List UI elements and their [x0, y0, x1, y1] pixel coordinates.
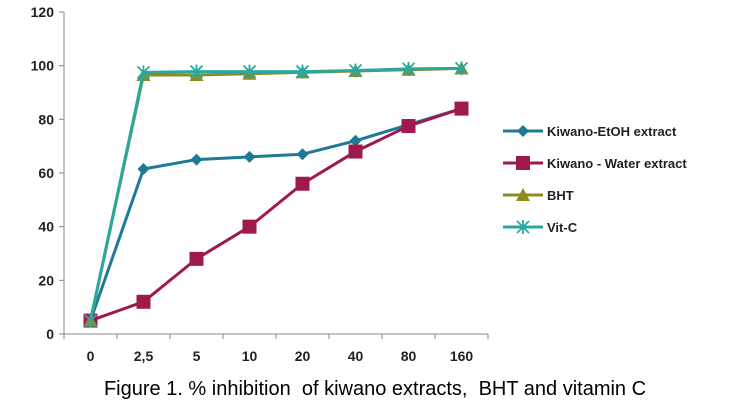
series-line	[89, 66, 462, 321]
data-point	[189, 64, 204, 79]
legend-label: Vit-C	[547, 220, 578, 235]
legend-label: BHT	[547, 188, 574, 203]
legend-marker	[516, 220, 530, 234]
x-tick-label: 2,5	[134, 348, 154, 364]
data-point	[454, 61, 469, 76]
x-tick-label: 20	[295, 348, 311, 364]
legend-item-1: Kiwano-EtOH extract	[503, 124, 677, 139]
data-point	[348, 63, 363, 78]
series-group	[83, 61, 469, 328]
y-tick-label: 100	[31, 58, 55, 74]
y-tick-label: 40	[38, 219, 54, 235]
series-1	[84, 102, 468, 327]
data-point	[296, 148, 309, 161]
series-4	[83, 61, 469, 328]
x-tick-label: 5	[193, 348, 201, 364]
x-tick-label: 40	[348, 348, 364, 364]
legend-item-4: Vit-C	[503, 220, 578, 235]
data-point	[295, 64, 310, 79]
data-point	[295, 176, 310, 191]
data-point	[242, 219, 257, 234]
data-point	[83, 313, 98, 328]
figure-caption: Figure 1. % inhibition of kiwano extract…	[103, 378, 647, 400]
data-point	[190, 153, 203, 166]
x-tick-label: 0	[87, 348, 95, 364]
data-point	[348, 144, 363, 159]
x-tick-label: 160	[450, 348, 474, 364]
data-point	[136, 65, 151, 80]
data-point	[189, 251, 204, 266]
y-tick-label: 80	[38, 111, 54, 127]
legend-label: Kiwano-EtOH extract	[547, 124, 677, 139]
x-tick-label: 80	[401, 348, 417, 364]
data-point	[243, 150, 256, 163]
x-tick-label: 10	[242, 348, 258, 364]
series-line	[89, 66, 462, 321]
legend-marker	[516, 156, 530, 170]
data-point	[136, 294, 151, 309]
legend-marker	[517, 125, 529, 137]
x-axis-tick-labels: 0 2,5 5 10 20 40 80 160	[87, 348, 474, 364]
series-line	[89, 107, 462, 322]
y-tick-label: 0	[46, 326, 54, 342]
y-axis-tick-labels: 0 20 40 60 80 100 120	[31, 4, 55, 342]
legend-item-3: BHT	[503, 188, 574, 203]
data-point	[454, 101, 469, 116]
legend-item-2: Kiwano - Water extract	[503, 156, 687, 171]
y-tick-label: 60	[38, 165, 54, 181]
data-point	[137, 162, 150, 175]
y-tick-label: 20	[38, 272, 54, 288]
legend: Kiwano-EtOH extract Kiwano - Water extrac…	[503, 124, 687, 235]
data-point	[349, 134, 362, 147]
series-2	[83, 101, 469, 328]
data-point	[401, 61, 416, 76]
series-3	[83, 61, 469, 327]
legend-label: Kiwano - Water extract	[547, 156, 687, 171]
data-point	[242, 64, 257, 79]
series-line	[89, 107, 462, 322]
axes	[59, 11, 489, 339]
y-tick-label: 120	[31, 4, 55, 20]
data-point	[401, 119, 416, 134]
legend-marker	[516, 188, 530, 201]
